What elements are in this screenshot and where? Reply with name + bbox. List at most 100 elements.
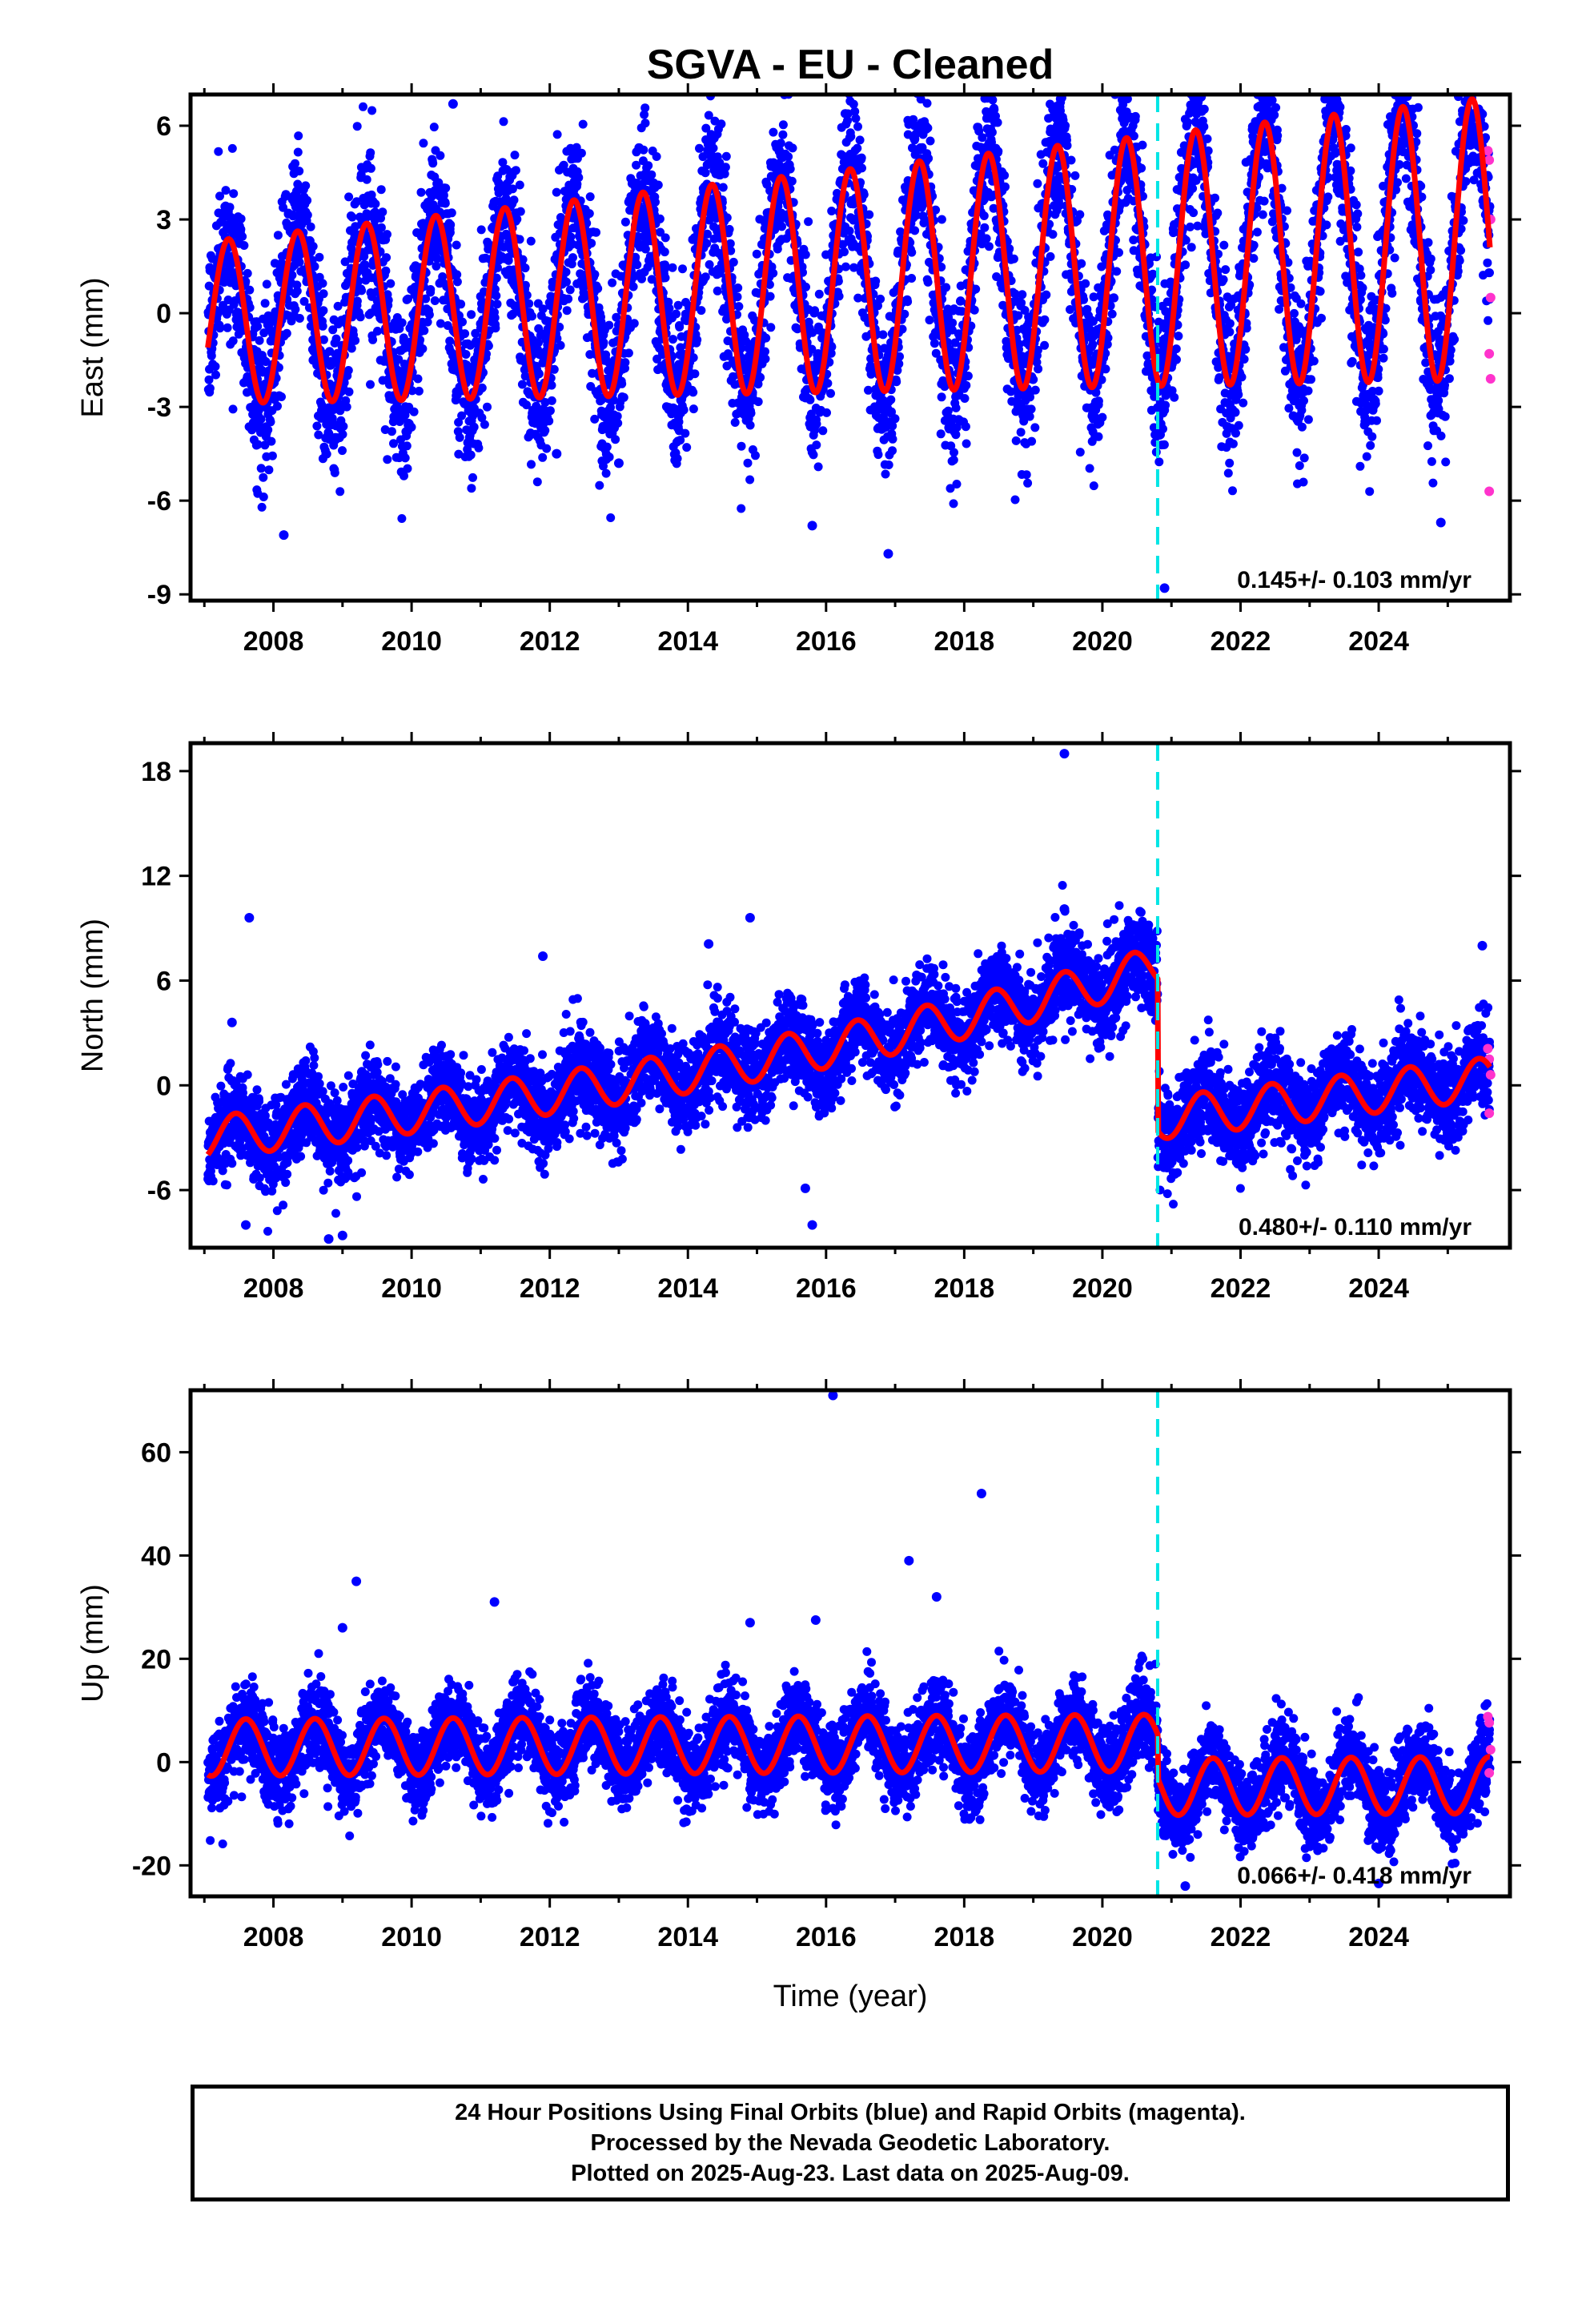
data-point xyxy=(466,450,476,460)
data-point xyxy=(813,462,823,472)
data-point xyxy=(359,251,369,261)
data-point xyxy=(236,224,246,234)
data-point xyxy=(279,203,288,212)
data-point xyxy=(532,477,542,487)
data-point xyxy=(343,366,353,375)
data-point xyxy=(238,231,247,241)
data-point xyxy=(963,372,973,380)
data-point xyxy=(228,336,238,346)
data-point xyxy=(215,191,224,201)
data-point xyxy=(493,263,502,272)
data-point xyxy=(665,304,674,313)
data-point xyxy=(1181,260,1191,270)
data-point xyxy=(559,160,568,170)
data-point xyxy=(1061,121,1070,131)
data-point xyxy=(661,260,669,270)
data-point xyxy=(367,106,377,115)
data-point xyxy=(604,320,614,330)
data-point xyxy=(1125,85,1134,94)
data-point xyxy=(818,426,828,436)
data-point xyxy=(672,309,681,319)
data-point xyxy=(1137,163,1146,173)
data-point xyxy=(689,404,698,414)
data-point xyxy=(256,464,266,473)
data-point xyxy=(733,283,743,292)
data-point xyxy=(424,310,434,320)
data-point xyxy=(1001,182,1010,191)
data-point xyxy=(515,235,524,244)
data-point xyxy=(766,323,776,332)
data-point xyxy=(490,284,500,294)
data-point xyxy=(1148,269,1158,279)
data-point xyxy=(205,384,215,393)
data-point xyxy=(1174,332,1183,341)
data-point xyxy=(841,262,850,271)
data-point xyxy=(400,471,408,480)
data-point xyxy=(556,340,565,350)
data-point xyxy=(907,247,917,257)
data-point xyxy=(601,350,611,360)
data-point xyxy=(318,279,327,288)
data-point xyxy=(413,374,423,384)
data-point xyxy=(1009,254,1018,263)
data-point xyxy=(602,442,612,452)
data-point xyxy=(445,227,455,237)
data-point xyxy=(923,123,933,133)
data-point xyxy=(962,439,971,448)
data-point xyxy=(669,335,677,344)
data-point xyxy=(454,449,464,459)
data-point xyxy=(606,513,616,522)
data-point xyxy=(737,441,746,451)
data-point xyxy=(613,418,623,428)
data-point xyxy=(562,277,571,287)
chart-title: SGVA - EU - Cleaned xyxy=(647,42,1054,88)
data-point xyxy=(587,239,596,248)
data-point xyxy=(675,322,685,332)
data-point xyxy=(256,414,266,424)
data-point xyxy=(865,210,874,219)
data-point xyxy=(588,368,597,378)
data-point xyxy=(452,277,462,287)
data-point xyxy=(661,233,670,243)
data-point xyxy=(1161,400,1170,410)
data-point xyxy=(1052,23,1061,32)
data-point xyxy=(274,363,283,372)
data-point xyxy=(1058,73,1067,82)
data-point xyxy=(468,472,477,482)
data-point xyxy=(701,272,710,282)
data-point xyxy=(472,339,481,348)
data-point xyxy=(769,127,778,137)
data-point xyxy=(826,388,835,398)
data-point xyxy=(476,225,486,235)
data-point xyxy=(322,449,331,459)
data-point xyxy=(640,119,650,128)
data-point xyxy=(291,159,299,168)
data-point xyxy=(678,264,687,274)
data-point xyxy=(1114,247,1123,257)
data-point xyxy=(347,212,357,222)
data-point xyxy=(538,304,548,314)
data-point xyxy=(846,132,856,141)
data-point xyxy=(333,301,343,311)
data-point xyxy=(620,217,630,227)
data-point xyxy=(219,300,227,310)
data-point xyxy=(629,319,639,328)
data-point xyxy=(407,422,416,432)
data-point xyxy=(426,285,436,294)
data-point xyxy=(653,180,663,190)
data-point xyxy=(1158,424,1167,434)
data-point xyxy=(259,493,268,501)
data-point xyxy=(1023,478,1033,488)
data-point xyxy=(788,143,797,153)
data-point xyxy=(477,383,487,392)
data-point xyxy=(1026,404,1036,414)
data-point xyxy=(511,166,520,175)
data-point xyxy=(924,154,934,163)
data-point xyxy=(381,266,391,275)
data-point xyxy=(467,484,476,493)
data-point xyxy=(253,322,263,332)
data-point xyxy=(295,167,304,176)
data-point xyxy=(418,344,428,353)
data-point xyxy=(310,262,319,271)
plot-area-east xyxy=(203,23,1496,593)
